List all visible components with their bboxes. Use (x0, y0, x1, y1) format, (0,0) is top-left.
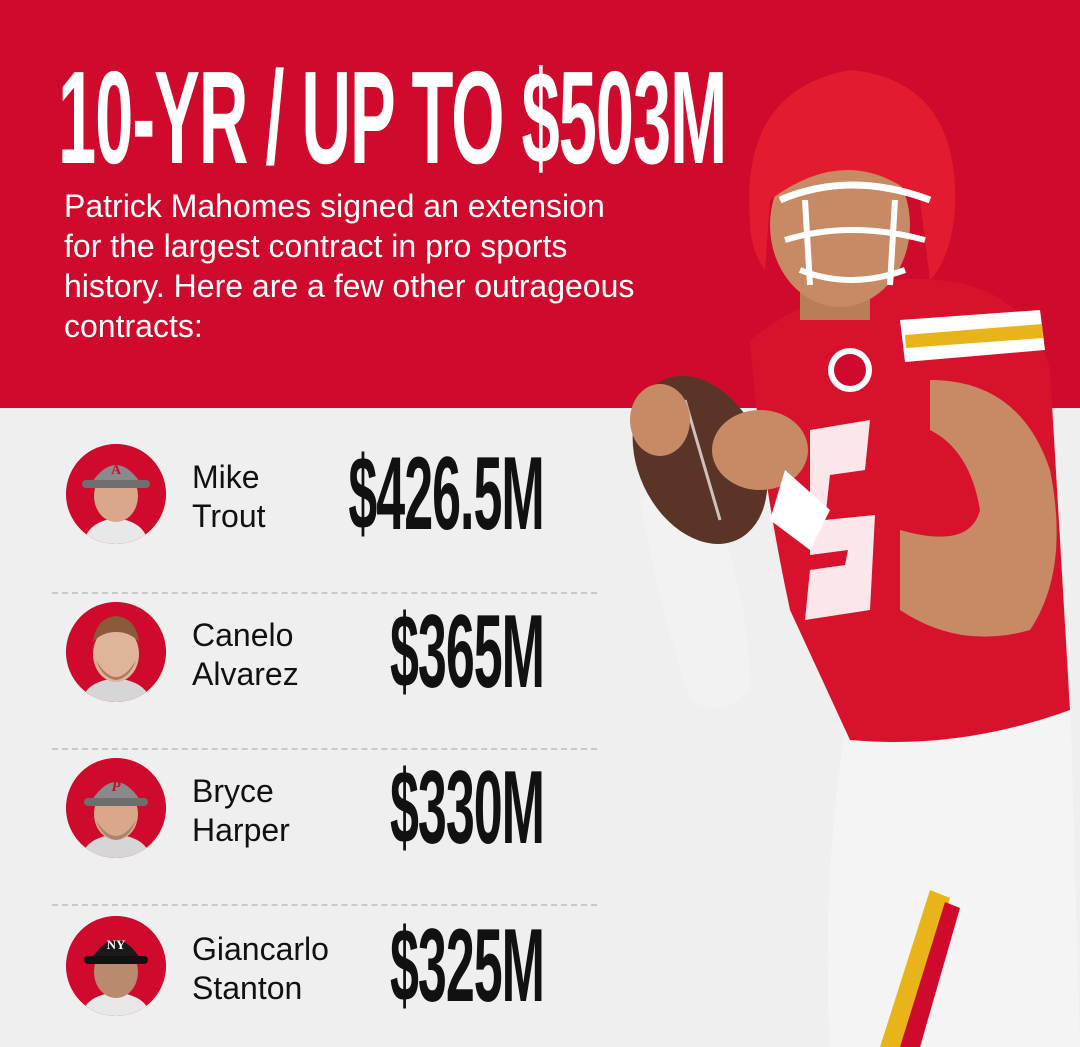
contract-row: A Mike Trout $426.5M (52, 440, 552, 550)
contract-amount: $330M (390, 750, 545, 866)
contract-amount: $426.5M (348, 436, 545, 552)
player-name: Giancarlo Stanton (192, 930, 372, 1008)
svg-text:P: P (111, 779, 121, 795)
row-divider (52, 748, 597, 750)
avatar-harper-icon: P (66, 758, 166, 858)
first-name: Giancarlo (192, 931, 329, 967)
avatar-trout-icon: A (66, 444, 166, 544)
first-name: Mike (192, 459, 260, 495)
player-name: Canelo Alvarez (192, 616, 372, 694)
contract-amount: $325M (390, 908, 545, 1024)
last-name: Stanton (192, 970, 303, 1006)
last-name: Alvarez (192, 656, 299, 692)
player-photo-mahomes-icon (600, 50, 1080, 1047)
first-name: Bryce (192, 773, 274, 809)
row-divider (52, 904, 597, 906)
contract-row: Canelo Alvarez $365M (52, 598, 552, 708)
first-name: Canelo (192, 617, 294, 653)
row-divider (52, 592, 597, 594)
subtitle: Patrick Mahomes signed an extension for … (64, 188, 635, 344)
svg-text:NY: NY (107, 937, 126, 952)
avatar-stanton-icon: NY (66, 916, 166, 1016)
player-name: Mike Trout (192, 458, 372, 536)
avatar-alvarez-icon (66, 602, 166, 702)
contract-row: P Bryce Harper $330M (52, 754, 552, 864)
svg-text:A: A (111, 463, 122, 478)
last-name: Harper (192, 812, 290, 848)
contract-amount: $365M (390, 594, 545, 710)
headline: 10-YR / UP TO $503M (58, 44, 727, 191)
player-name: Bryce Harper (192, 772, 372, 850)
contract-row: NY Giancarlo Stanton $325M (52, 912, 552, 1022)
last-name: Trout (192, 498, 266, 534)
